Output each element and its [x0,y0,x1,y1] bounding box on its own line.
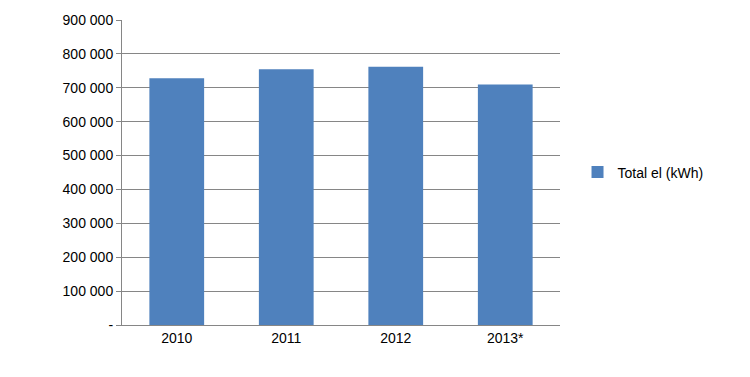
svg-text:-: - [109,317,114,333]
svg-text:Total el (kWh): Total el (kWh) [618,165,704,181]
svg-text:100 000: 100 000 [63,283,114,299]
svg-text:400 000: 400 000 [63,181,114,197]
svg-text:2010: 2010 [161,330,192,346]
svg-text:200 000: 200 000 [63,249,114,265]
svg-text:2013*: 2013* [487,330,524,346]
svg-text:300 000: 300 000 [63,215,114,231]
svg-text:500 000: 500 000 [63,147,114,163]
svg-text:900 000: 900 000 [63,12,114,28]
svg-text:700 000: 700 000 [63,80,114,96]
svg-text:600 000: 600 000 [63,114,114,130]
svg-text:2012: 2012 [380,330,411,346]
svg-text:2011: 2011 [271,330,301,346]
svg-text:800 000: 800 000 [63,46,114,62]
